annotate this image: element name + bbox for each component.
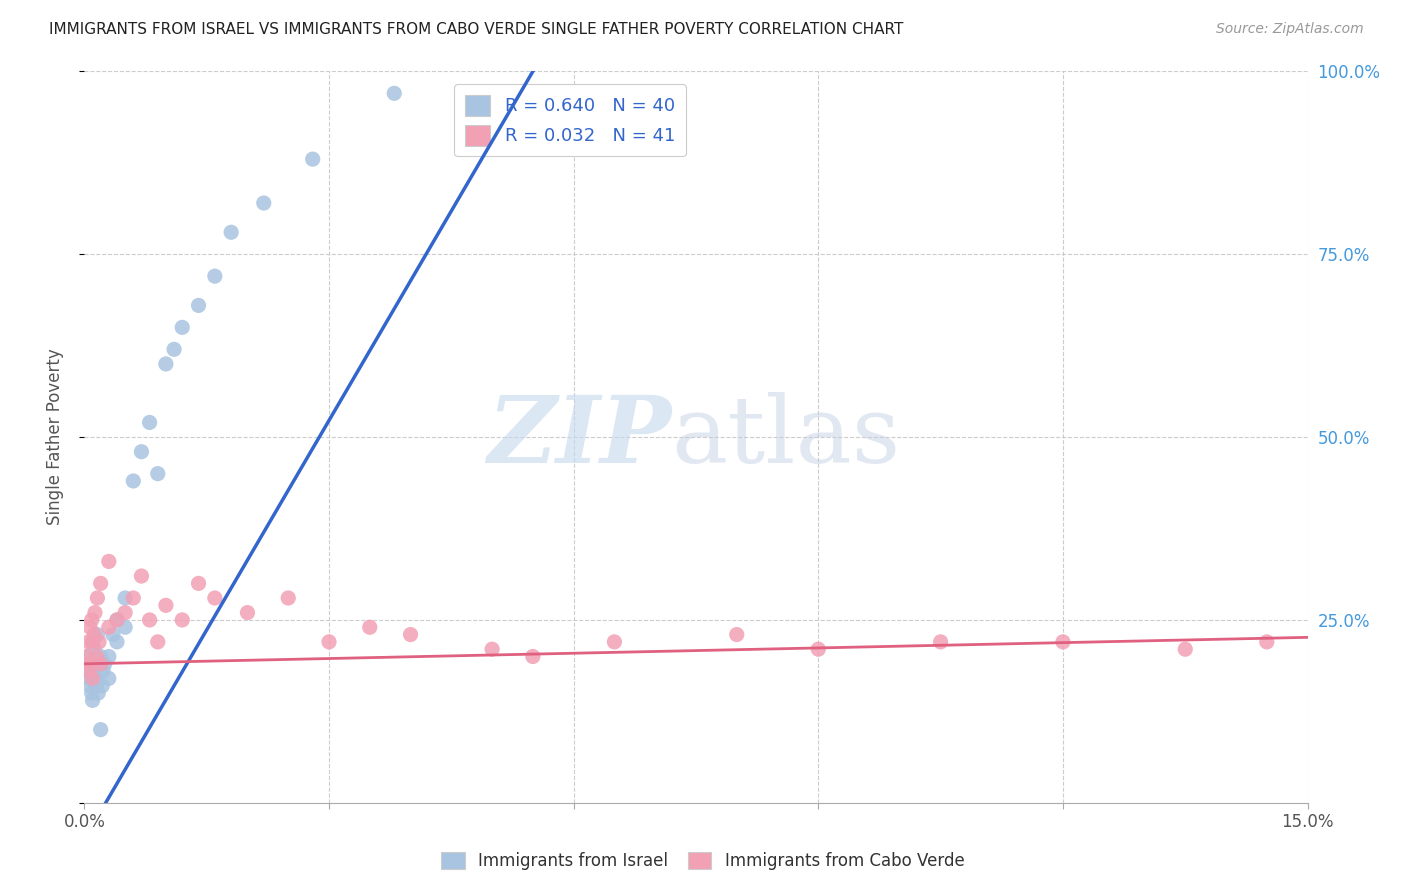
Point xyxy=(138,613,160,627)
Text: atlas: atlas xyxy=(672,392,901,482)
Point xyxy=(77,649,100,664)
Point xyxy=(131,569,153,583)
Point xyxy=(187,576,209,591)
Point xyxy=(807,642,830,657)
Point xyxy=(929,635,952,649)
Point xyxy=(77,672,100,686)
Point xyxy=(87,657,110,671)
Point xyxy=(86,649,108,664)
Legend: R = 0.640   N = 40, R = 0.032   N = 41: R = 0.640 N = 40, R = 0.032 N = 41 xyxy=(454,84,686,156)
Point xyxy=(91,664,114,678)
Point xyxy=(86,679,108,693)
Point xyxy=(82,635,104,649)
Point xyxy=(82,635,104,649)
Point xyxy=(155,599,177,613)
Point xyxy=(236,606,259,620)
Point xyxy=(603,635,626,649)
Point xyxy=(82,693,104,707)
Point xyxy=(84,606,107,620)
Point xyxy=(122,474,145,488)
Point xyxy=(399,627,422,641)
Point xyxy=(131,444,153,458)
Point xyxy=(382,87,405,101)
Point xyxy=(138,416,160,430)
Text: IMMIGRANTS FROM ISRAEL VS IMMIGRANTS FROM CABO VERDE SINGLE FATHER POVERTY CORRE: IMMIGRANTS FROM ISRAEL VS IMMIGRANTS FRO… xyxy=(49,22,904,37)
Point xyxy=(204,591,226,605)
Point xyxy=(79,679,101,693)
Point xyxy=(105,613,128,627)
Point xyxy=(146,635,169,649)
Point xyxy=(114,620,136,634)
Point xyxy=(163,343,186,357)
Point xyxy=(359,620,381,634)
Point xyxy=(219,225,242,239)
Point xyxy=(725,627,748,641)
Point xyxy=(84,672,107,686)
Point xyxy=(91,679,114,693)
Point xyxy=(80,686,103,700)
Point xyxy=(84,664,107,678)
Point xyxy=(301,152,323,166)
Point xyxy=(83,642,105,657)
Point xyxy=(76,664,98,678)
Point xyxy=(1174,642,1197,657)
Point xyxy=(105,635,128,649)
Point xyxy=(80,613,103,627)
Point xyxy=(481,642,503,657)
Point xyxy=(105,613,128,627)
Point xyxy=(90,723,112,737)
Text: Source: ZipAtlas.com: Source: ZipAtlas.com xyxy=(1216,22,1364,37)
Point xyxy=(93,657,115,671)
Point xyxy=(97,554,120,568)
Point xyxy=(86,591,108,605)
Point xyxy=(172,320,194,334)
Point xyxy=(1256,635,1278,649)
Point xyxy=(77,664,100,678)
Point xyxy=(146,467,169,481)
Point xyxy=(82,672,104,686)
Point xyxy=(253,196,276,211)
Point xyxy=(101,627,124,641)
Point xyxy=(114,591,136,605)
Point xyxy=(522,649,544,664)
Point xyxy=(97,649,120,664)
Point xyxy=(87,686,110,700)
Point xyxy=(155,357,177,371)
Legend: Immigrants from Israel, Immigrants from Cabo Verde: Immigrants from Israel, Immigrants from … xyxy=(434,845,972,877)
Point xyxy=(86,627,108,641)
Point xyxy=(76,649,98,664)
Point xyxy=(79,620,101,634)
Point xyxy=(1052,635,1074,649)
Text: ZIP: ZIP xyxy=(488,392,672,482)
Point xyxy=(97,672,120,686)
Point xyxy=(77,635,100,649)
Point xyxy=(172,613,194,627)
Point xyxy=(80,657,103,671)
Y-axis label: Single Father Poverty: Single Father Poverty xyxy=(45,349,63,525)
Point xyxy=(277,591,299,605)
Point xyxy=(87,635,110,649)
Point xyxy=(90,649,112,664)
Point xyxy=(204,269,226,284)
Point xyxy=(122,591,145,605)
Point xyxy=(318,635,340,649)
Point xyxy=(90,576,112,591)
Point xyxy=(97,620,120,634)
Point xyxy=(80,657,103,671)
Point xyxy=(83,627,105,641)
Point xyxy=(114,606,136,620)
Point xyxy=(187,298,209,312)
Point xyxy=(90,657,112,671)
